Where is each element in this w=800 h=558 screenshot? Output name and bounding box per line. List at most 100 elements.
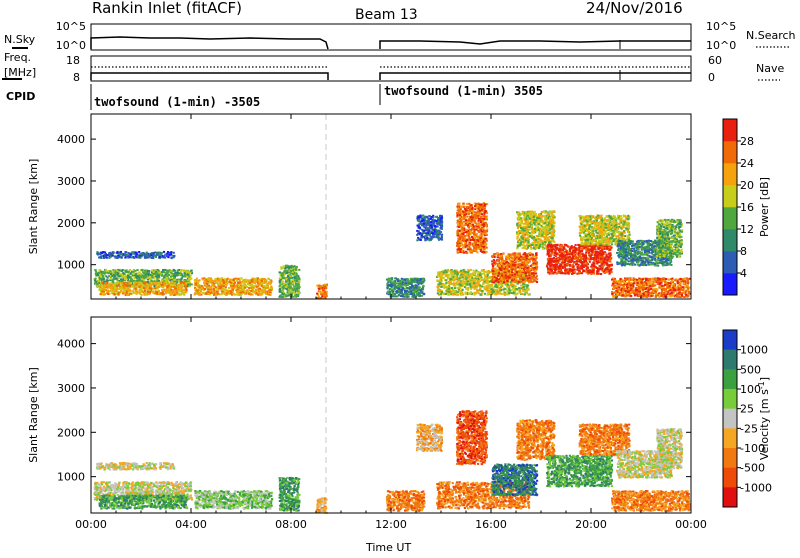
heatmap-cell — [423, 226, 425, 228]
heatmap-cell — [281, 280, 283, 282]
heatmap-cell — [290, 283, 292, 285]
heatmap-cell — [143, 272, 145, 274]
heatmap-cell — [459, 290, 461, 292]
heatmap-cell — [184, 272, 186, 274]
heatmap-cell — [239, 282, 241, 284]
heatmap-cell — [523, 286, 525, 288]
heatmap-cell — [282, 296, 284, 298]
heatmap-cell — [516, 259, 518, 261]
heatmap-cell — [161, 289, 163, 291]
heatmap-cell — [110, 270, 112, 272]
heatmap-cell — [318, 296, 320, 298]
heatmap-cell — [125, 252, 127, 254]
heatmap-cell — [127, 257, 129, 259]
heatmap-cell — [286, 288, 288, 290]
heatmap-cell — [465, 209, 467, 211]
heatmap-cell — [180, 274, 182, 276]
heatmap-cell — [404, 290, 406, 292]
heatmap-cell — [408, 291, 410, 293]
heatmap-cell — [194, 280, 196, 282]
heatmap-cell — [240, 277, 242, 279]
heatmap-cell — [536, 281, 538, 283]
heatmap-cell — [484, 274, 486, 276]
heatmap-cell — [465, 271, 467, 273]
heatmap-cell — [514, 286, 516, 288]
heatmap-cell — [499, 288, 501, 290]
heatmap-cell — [439, 289, 441, 291]
heatmap-cell — [144, 294, 146, 296]
heatmap-cell — [244, 293, 246, 295]
heatmap-cell — [490, 285, 492, 287]
heatmap-cell — [113, 284, 115, 286]
heatmap-cell — [157, 270, 159, 272]
heatmap-cell — [295, 285, 297, 287]
heatmap-cell — [475, 229, 477, 231]
heatmap-cell — [101, 252, 103, 254]
heatmap-cell — [441, 225, 443, 227]
heatmap-cell — [483, 215, 485, 217]
heatmap-cell — [211, 283, 213, 285]
heatmap-cell — [124, 270, 126, 272]
heatmap-cell — [479, 274, 481, 276]
heatmap-cell — [123, 289, 125, 291]
heatmap-cell — [486, 217, 488, 219]
heatmap-cell — [430, 218, 432, 220]
heatmap-cell — [279, 290, 281, 292]
heatmap-cell — [197, 290, 199, 292]
heatmap-cell — [266, 283, 268, 285]
heatmap-cell — [205, 285, 207, 287]
heatmap-cell — [298, 292, 300, 294]
heatmap-cell — [173, 279, 175, 281]
heatmap-cell — [461, 225, 463, 227]
heatmap-cell — [254, 282, 256, 284]
heatmap-cell — [419, 281, 421, 283]
heatmap-cell — [480, 244, 482, 246]
heatmap-cell — [471, 236, 473, 238]
heatmap-cell — [195, 292, 197, 294]
heatmap-cell — [486, 279, 488, 281]
heatmap-cell — [449, 278, 451, 280]
heatmap-cell — [122, 272, 124, 274]
heatmap-cell — [102, 272, 104, 274]
heatmap-cell — [250, 290, 252, 292]
heatmap-cell — [177, 286, 179, 288]
heatmap-cell — [468, 203, 470, 205]
heatmap-cell — [447, 277, 449, 279]
heatmap-cell — [254, 292, 256, 294]
heatmap-cell — [533, 258, 535, 260]
heatmap-cell — [216, 282, 218, 284]
heatmap-cell — [463, 216, 465, 218]
heatmap-cell — [105, 275, 107, 277]
heatmap-cell — [223, 285, 225, 287]
heatmap-cell — [451, 287, 453, 289]
heatmap-cell — [159, 282, 161, 284]
heatmap-cell — [292, 273, 294, 275]
heatmap-cell — [170, 270, 172, 272]
heatmap-cell — [133, 257, 135, 259]
freq-panel-frame — [91, 56, 691, 81]
heatmap-cell — [285, 281, 287, 283]
heatmap-cell — [463, 283, 465, 285]
heatmap-cell — [422, 278, 424, 280]
heatmap-cell — [467, 269, 469, 271]
nave-tick-bottom: 0 — [708, 71, 715, 84]
heatmap-cell — [417, 294, 419, 296]
heatmap-cell — [130, 293, 132, 295]
heatmap-cell — [466, 252, 468, 254]
heatmap-cell — [120, 251, 122, 253]
heatmap-cell — [269, 294, 271, 296]
heatmap-cell — [130, 254, 132, 256]
heatmap-cell — [145, 275, 147, 277]
heatmap-cell — [462, 244, 464, 246]
heatmap-cell — [525, 255, 527, 257]
heatmap-cell — [418, 220, 420, 222]
heatmap-cell — [147, 286, 149, 288]
heatmap-cell — [137, 255, 139, 257]
heatmap-cell — [114, 294, 116, 296]
heatmap-cell — [242, 287, 244, 289]
heatmap-cell — [269, 283, 271, 285]
heatmap-cell — [419, 286, 421, 288]
heatmap-cell — [157, 286, 159, 288]
heatmap-cell — [189, 282, 191, 284]
heatmap-cell — [457, 240, 459, 242]
